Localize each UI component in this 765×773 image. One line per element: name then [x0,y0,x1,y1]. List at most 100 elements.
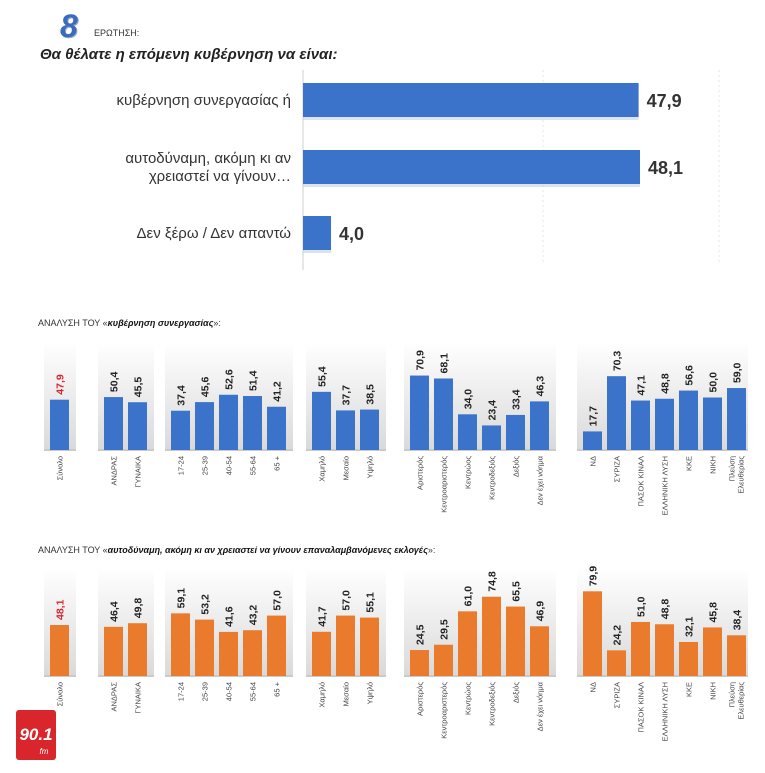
column-value-label: 53,2 [200,594,212,615]
question-label: ΕΡΩΤΗΣΗ: [94,28,140,38]
top-category-label-1: χρειαστεί να γίνουν… [149,168,291,185]
column-value-label: 29,5 [439,619,451,640]
column-category-label: 17-24 [177,682,186,701]
column-bar [703,627,722,676]
column-category-label: 40-54 [225,456,234,475]
column-value-label: 48,8 [660,599,672,620]
column-category-label: 40-54 [225,682,234,701]
column-category-label: Δεξιός [512,682,521,704]
column-value-label: 50,4 [109,371,121,392]
column-category-label: ΝΔ [589,456,598,466]
question-title: Θα θέλατε η επόμενη κυβέρνηση να είναι: [40,46,338,63]
column-bar [506,414,525,450]
column-value-label: 46,4 [109,601,121,622]
column-bar [727,635,746,676]
column-bar [482,596,501,676]
column-value-label: 49,8 [133,598,145,619]
column-category-label: Δεν έχει νόημα [536,455,545,505]
column-bar [195,619,214,676]
column-bar [434,378,453,450]
column-value-label: 51,4 [248,370,260,391]
column-value-label: 68,1 [439,353,451,374]
column-category-label: 55-64 [249,682,258,701]
column-value-label: 24,5 [415,624,427,645]
column-category-label: Πλεύση [728,682,737,707]
column-category-label: Πλεύση [728,456,737,481]
column-bar [530,626,549,676]
column-category-label: 17-24 [177,456,186,475]
column-category-label: 55-64 [249,456,258,475]
column-bar [583,431,602,450]
column-value-label: 43,2 [248,605,260,626]
column-category-label: ΣΥΡΙΖΑ [613,682,622,708]
column-category-label: Μεσαίο [342,682,351,706]
column-bar [195,402,214,450]
column-value-label: 59,0 [732,362,744,383]
column-bar [703,397,722,450]
column-category-label: Ελευθερίας [737,682,746,720]
top-category-label-1: αυτοδύναμη, ακόμη κι αν [125,150,291,167]
column-bar [336,615,355,676]
column-value-label: 59,1 [176,588,188,609]
column-value-label: 37,4 [176,385,188,406]
column-bar [219,394,238,450]
column-value-label: 51,0 [636,596,648,617]
column-category-label: ΑΝΔΡΑΣ [110,682,119,712]
column-value-label: 48,1 [55,599,67,620]
column-value-label: 46,3 [535,376,547,397]
column-category-label: Δεξιός [512,456,521,478]
column-category-label: Αριστερός [416,682,425,716]
column-bar [679,390,698,450]
radio-logo: 90.1 fm [16,710,56,760]
column-category-label: Κεντροαριστερός [440,682,449,739]
column-category-label: Υψηλό [366,682,375,704]
column-bar [336,410,355,450]
column-bar [104,626,123,676]
column-value-label: 57,0 [341,590,353,611]
top-bar-2 [303,216,332,250]
coalition-breakdown-chart: 47,9 Σύνολο 50,4 ΑΝΔΡΑΣ 45,5 ΓΥΝΑΙΚΑ 37,4 17-24… [44,342,748,516]
column-category-label: ΓΥΝΑΙΚΑ [134,682,143,714]
section-2-title: ΑΝΑΛΥΣΗ ΤΟΥ «αυτοδύναμη, ακόμη κι αν χρε… [38,545,436,555]
column-value-label: 38,5 [365,384,377,405]
column-bar [360,617,379,676]
column-category-label: ΠΑΣΟΚ ΚΙΝΑΛ [637,682,646,733]
column-bar [607,376,626,450]
column-bar [171,410,190,450]
column-bar [655,398,674,450]
column-bar [655,624,674,676]
column-value-label: 23,4 [487,400,499,421]
column-value-label: 24,2 [612,625,624,646]
column-category-label: ΚΚΕ [685,456,694,471]
top-category-label-2: Δεν ξέρω / Δεν απαντώ [137,225,292,242]
column-value-label: 79,9 [588,566,600,587]
column-bar [171,613,190,676]
column-value-label: 41,7 [317,606,329,627]
column-value-label: 57,0 [272,590,284,611]
top-bar-1 [303,150,640,184]
column-bar [104,397,123,450]
column-category-label: Σύνολο [56,456,65,480]
column-value-label: 56,6 [684,365,696,386]
column-bar [128,623,147,676]
column-category-label: Σύνολο [56,682,65,706]
column-category-label: Χαμηλό [318,456,327,482]
column-value-label: 61,0 [463,586,475,607]
top-bar-0 [303,83,639,117]
column-bar [360,409,379,450]
column-value-label: 52,6 [224,369,236,390]
column-category-label: Υψηλό [366,456,375,478]
column-category-label: 65 + [273,455,282,470]
column-value-label: 48,8 [660,373,672,394]
column-category-label: Μεσαίο [342,456,351,480]
column-category-label: ΣΥΡΙΖΑ [613,456,622,482]
top-category-label-0: κυβέρνηση συνεργασίας ή [116,92,291,109]
column-category-label: 65 + [273,681,282,696]
column-category-label: ΑΝΔΡΑΣ [110,456,119,486]
column-value-label: 55,1 [365,592,377,613]
column-bar [458,611,477,676]
column-value-label: 45,6 [200,377,212,398]
column-bar [434,644,453,676]
column-value-label: 41,2 [272,381,284,402]
column-category-label: Δεν έχει νόημα [536,681,545,731]
